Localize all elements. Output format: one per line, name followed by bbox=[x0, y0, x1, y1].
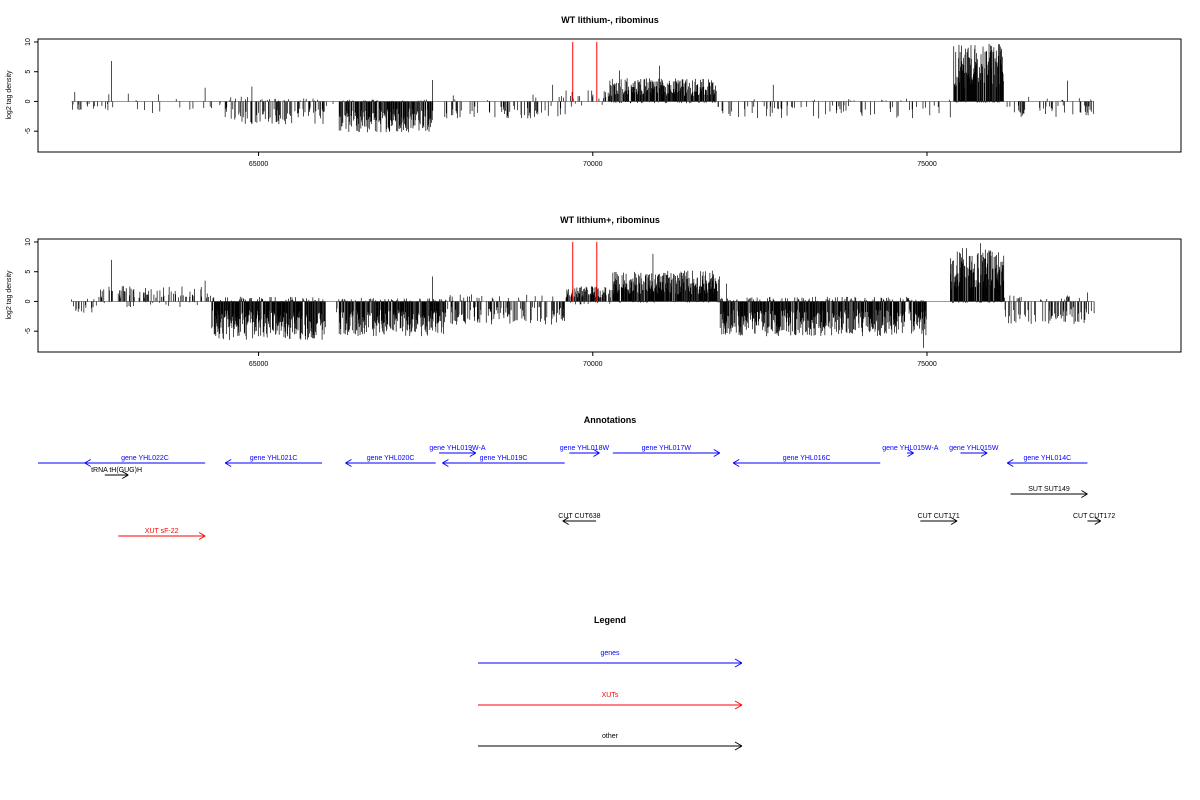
feature-label: gene YHL017W bbox=[642, 445, 692, 452]
plot-frame bbox=[37, 238, 1182, 353]
feature-arrow bbox=[224, 459, 323, 467]
y-tick-label: 0 bbox=[25, 299, 32, 303]
panel-1-title: WT lithium-, ribominus bbox=[561, 15, 659, 25]
legend-title: Legend bbox=[594, 615, 626, 625]
legend-arrowhead bbox=[734, 662, 743, 668]
feature-arrow bbox=[1006, 459, 1088, 467]
plot-frame bbox=[37, 38, 1182, 153]
feature-label: XUT sF-22 bbox=[145, 528, 179, 535]
feature-arrow bbox=[906, 449, 914, 457]
feature-label: gene YHL016C bbox=[783, 455, 831, 462]
feature-arrow bbox=[732, 459, 881, 467]
feature-label: SUT SUT149 bbox=[1028, 486, 1070, 493]
legend-arrowhead bbox=[734, 700, 743, 706]
feature-arrow bbox=[960, 449, 988, 457]
panel-2-ylabel: log2 tag density bbox=[6, 270, 13, 320]
x-tick-label: 65000 bbox=[249, 361, 269, 368]
feature-arrow bbox=[442, 459, 565, 467]
y-tick-label: -5 bbox=[25, 128, 32, 134]
x-tick-label: 75000 bbox=[917, 161, 937, 168]
legend-arrowhead bbox=[734, 745, 743, 751]
annotations-track: gene YHL022C gene YHL021C gene YHL020C gene… bbox=[38, 445, 1115, 540]
legend-arrowhead bbox=[734, 658, 743, 664]
panel-2-title: WT lithium+, ribominus bbox=[560, 215, 660, 225]
legend-label: other bbox=[602, 733, 619, 740]
feature-arrow bbox=[345, 459, 436, 467]
feature-arrow bbox=[104, 471, 129, 479]
feature-label: gene YHL014C bbox=[1023, 455, 1071, 462]
y-tick-label: 10 bbox=[25, 38, 32, 46]
feature-label: CUT CUT171 bbox=[918, 513, 960, 520]
feature-label: gene YHL018W bbox=[560, 445, 610, 452]
legend-label: XUTs bbox=[602, 692, 619, 699]
y-tick-label: 10 bbox=[25, 238, 32, 246]
y-tick-label: -5 bbox=[25, 328, 32, 334]
panel-1-plot: 65000 70000 75000 -5 0 5 10 bbox=[25, 38, 1182, 168]
legend: genes XUTs other bbox=[478, 650, 743, 751]
panel-1-ylabel: log2 tag density bbox=[6, 70, 13, 120]
annotations-title: Annotations bbox=[584, 415, 637, 425]
feature-arrow bbox=[118, 532, 206, 540]
y-tick-label: 0 bbox=[25, 99, 32, 103]
feature-arrow bbox=[439, 449, 477, 457]
feature-arrow bbox=[84, 459, 206, 467]
feature-arrow bbox=[1087, 517, 1102, 525]
x-tick-label: 75000 bbox=[917, 361, 937, 368]
feature-arrow bbox=[1010, 490, 1088, 498]
feature-label: gene YHL021C bbox=[250, 455, 298, 462]
feature-label: CUT CUT172 bbox=[1073, 513, 1115, 520]
feature-label: gene YHL020C bbox=[367, 455, 415, 462]
feature-label: tRNA tH(GUG)H bbox=[91, 467, 142, 474]
x-tick-label: 70000 bbox=[583, 161, 603, 168]
y-tick-label: 5 bbox=[25, 70, 32, 74]
feature-arrow bbox=[562, 517, 597, 525]
data-bars bbox=[71, 243, 1095, 348]
feature-label: CUT CUT638 bbox=[558, 513, 600, 520]
feature-arrow bbox=[612, 449, 721, 457]
feature-label: gene YHL022C bbox=[121, 455, 169, 462]
feature-label: gene YHL019C bbox=[480, 455, 528, 462]
legend-label: genes bbox=[600, 650, 620, 657]
feature-label: gene YHL019W-A bbox=[429, 445, 485, 452]
legend-arrowhead bbox=[734, 704, 743, 710]
y-tick-label: 5 bbox=[25, 270, 32, 274]
feature-arrow bbox=[920, 517, 958, 525]
feature-label: gene YHL015W bbox=[949, 445, 999, 452]
panel-2-plot: 65000 70000 75000 -5 0 5 10 bbox=[25, 238, 1182, 368]
feature-arrow bbox=[569, 449, 600, 457]
x-tick-label: 65000 bbox=[249, 161, 269, 168]
data-bars bbox=[72, 43, 1094, 133]
x-tick-label: 70000 bbox=[583, 361, 603, 368]
legend-arrowhead bbox=[734, 741, 743, 747]
feature-label: gene YHL015W-A bbox=[882, 445, 938, 452]
